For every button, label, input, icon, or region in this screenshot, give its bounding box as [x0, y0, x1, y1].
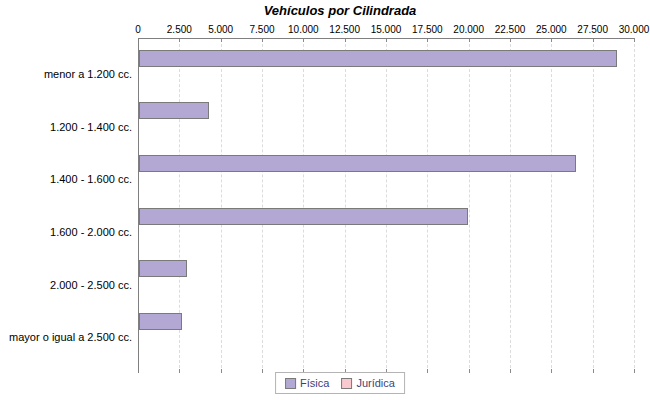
category-label: 1.400 - 1.600 cc. [0, 172, 132, 186]
juridica-swatch-icon [341, 378, 352, 389]
category-label: mayor o igual a 2.500 cc. [0, 330, 132, 344]
x-tick-label: 22.500 [495, 24, 526, 35]
chart-title: Vehículos por Cilindrada [30, 3, 650, 18]
x-tick-label: 7.500 [249, 24, 274, 35]
gridline [634, 39, 635, 368]
gridline [386, 39, 387, 368]
x-axis-line [138, 38, 634, 39]
x-tick-label: 12.500 [329, 24, 360, 35]
x-tick-label: 17.500 [412, 24, 443, 35]
bar-física [139, 313, 182, 330]
axis-tick-bottom [179, 369, 180, 373]
x-tick-label: 5.000 [208, 24, 233, 35]
x-tick-label: 2.500 [167, 24, 192, 35]
x-tick-label: 20.000 [453, 24, 484, 35]
x-tick-label: 10.000 [288, 24, 319, 35]
vehicle-cylinder-bar-chart: Vehículos por Cilindrada 0 2.500 5.000 7.50… [0, 0, 650, 400]
x-tick-label: 27.500 [577, 24, 608, 35]
axis-tick-bottom [221, 369, 222, 373]
legend: Física Jurídica [275, 372, 405, 394]
x-tick-label: 15.000 [371, 24, 402, 35]
bar-física [139, 50, 617, 67]
axis-tick-bottom [634, 369, 635, 373]
gridline [427, 39, 428, 368]
gridline [303, 39, 304, 368]
axis-tick [634, 38, 635, 42]
category-label: 1.600 - 2.000 cc. [0, 225, 132, 239]
gridline [262, 39, 263, 368]
x-tick-label: 0 [135, 24, 141, 35]
gridline [593, 39, 594, 368]
legend-label-juridica: Jurídica [356, 377, 395, 389]
gridline [551, 39, 552, 368]
bar-física [139, 155, 576, 172]
gridline [345, 39, 346, 368]
bar-física [139, 208, 468, 225]
bar-física [139, 102, 209, 119]
category-label: menor a 1.200 cc. [0, 67, 132, 81]
category-label: 1.200 - 1.400 cc. [0, 120, 132, 134]
gridline [510, 39, 511, 368]
gridline [221, 39, 222, 368]
axis-tick-bottom [469, 369, 470, 373]
gridline [469, 39, 470, 368]
bar-física [139, 260, 187, 277]
axis-tick-bottom [427, 369, 428, 373]
axis-tick-bottom [262, 369, 263, 373]
legend-item-juridica: Jurídica [341, 377, 395, 389]
category-label: 2.000 - 2.500 cc. [0, 278, 132, 292]
fisica-swatch-icon [285, 378, 296, 389]
legend-item-fisica: Física [285, 377, 329, 389]
legend-label-fisica: Física [300, 377, 329, 389]
axis-tick-bottom [510, 369, 511, 373]
axis-tick-bottom [593, 369, 594, 373]
x-tick-label: 25.000 [536, 24, 567, 35]
x-tick-label: 30.000 [619, 24, 650, 35]
axis-tick-bottom [551, 369, 552, 373]
